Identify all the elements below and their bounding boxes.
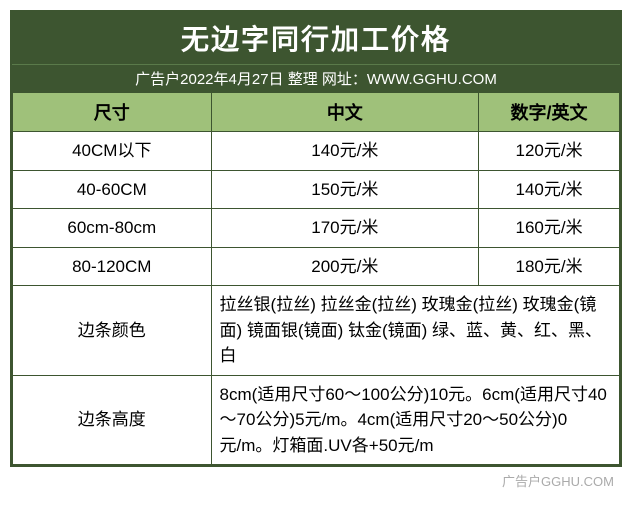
price-table-container: 无边字同行加工价格 广告户2022年4月27日 整理 网址：WWW.GGHU.C… — [10, 10, 622, 467]
table-row: 40CM以下 140元/米 120元/米 — [13, 132, 620, 171]
cell-size: 40CM以下 — [13, 132, 212, 171]
cell-en: 160元/米 — [479, 209, 620, 248]
header-cn: 中文 — [211, 93, 479, 132]
cell-cn: 150元/米 — [211, 170, 479, 209]
cell-cn: 170元/米 — [211, 209, 479, 248]
header-en: 数字/英文 — [479, 93, 620, 132]
cell-size: 80-120CM — [13, 247, 212, 286]
table-title: 无边字同行加工价格 — [12, 12, 620, 64]
header-row: 尺寸 中文 数字/英文 — [13, 93, 620, 132]
header-size: 尺寸 — [13, 93, 212, 132]
cell-cn: 140元/米 — [211, 132, 479, 171]
table-row-color: 边条颜色 拉丝银(拉丝) 拉丝金(拉丝) 玫瑰金(拉丝) 玫瑰金(镜面) 镜面银… — [13, 286, 620, 376]
cell-size: 40-60CM — [13, 170, 212, 209]
cell-en: 120元/米 — [479, 132, 620, 171]
table-subtitle: 广告户2022年4月27日 整理 网址：WWW.GGHU.COM — [12, 64, 620, 92]
cell-en: 140元/米 — [479, 170, 620, 209]
table-row: 80-120CM 200元/米 180元/米 — [13, 247, 620, 286]
cell-cn: 200元/米 — [211, 247, 479, 286]
table-row-height: 边条高度 8cm(适用尺寸60～100公分)10元。6cm(适用尺寸40～70公… — [13, 375, 620, 465]
cell-size: 60cm-80cm — [13, 209, 212, 248]
cell-color-text: 拉丝银(拉丝) 拉丝金(拉丝) 玫瑰金(拉丝) 玫瑰金(镜面) 镜面银(镜面) … — [211, 286, 619, 376]
cell-height-text: 8cm(适用尺寸60～100公分)10元。6cm(适用尺寸40～70公分)5元/… — [211, 375, 619, 465]
cell-height-label: 边条高度 — [13, 375, 212, 465]
cell-color-label: 边条颜色 — [13, 286, 212, 376]
price-table: 尺寸 中文 数字/英文 40CM以下 140元/米 120元/米 40-60CM… — [12, 92, 620, 465]
cell-en: 180元/米 — [479, 247, 620, 286]
table-row: 60cm-80cm 170元/米 160元/米 — [13, 209, 620, 248]
table-row: 40-60CM 150元/米 140元/米 — [13, 170, 620, 209]
watermark-text: 广告户GGHU.COM — [10, 467, 622, 490]
